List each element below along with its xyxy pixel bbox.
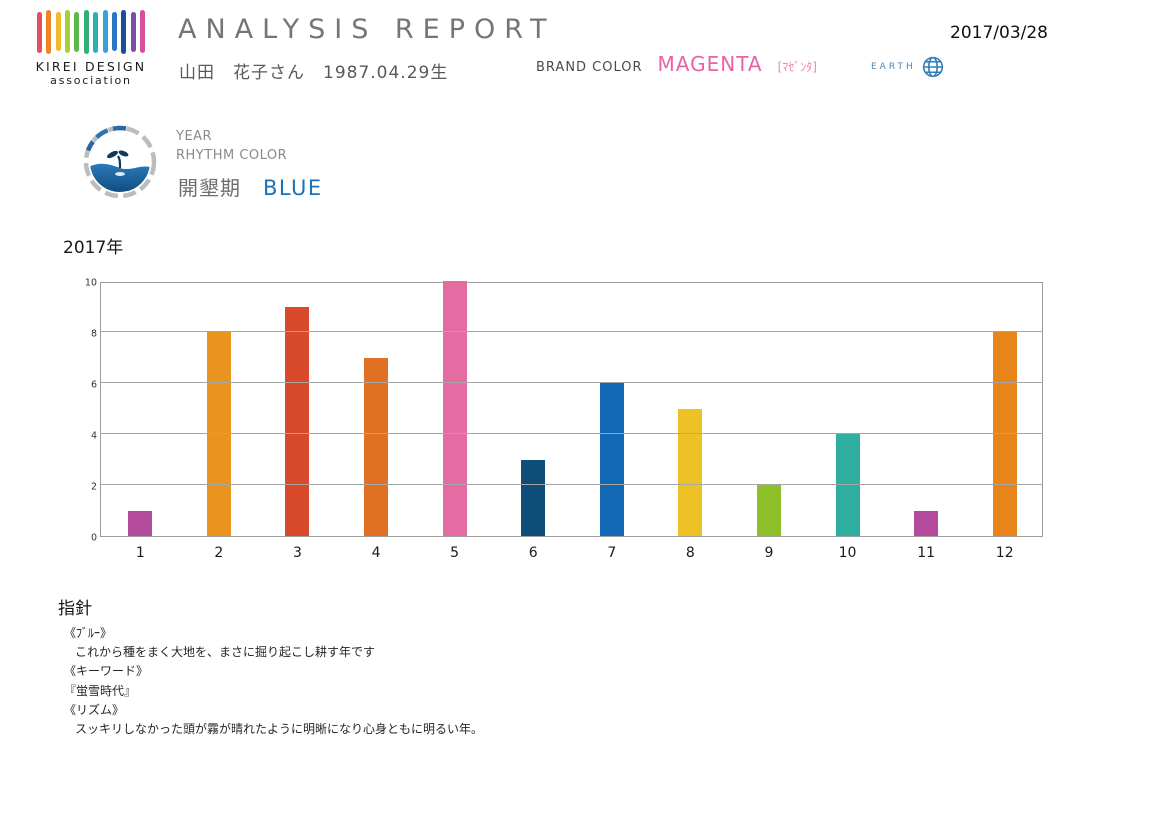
x-axis-tick-label: 5	[450, 545, 460, 561]
bar-month-9	[756, 485, 781, 536]
gridline	[101, 484, 1042, 485]
guideline-line: 《キーワード》	[64, 664, 149, 679]
guideline-heading: 指針	[58, 599, 92, 619]
brand-color-kana: [ﾏｾﾞﾝﾀ]	[777, 60, 817, 74]
logo-stroke-icon	[83, 10, 89, 54]
earth-label: EARTH	[871, 62, 916, 72]
x-axis-tick-label: 12	[995, 545, 1014, 561]
chart-year-label: 2017年	[63, 238, 124, 258]
x-axis-tick-label: 2	[214, 545, 224, 561]
brand-color-row: BRAND COLOR MAGENTA [ﾏｾﾞﾝﾀ]	[536, 52, 817, 76]
logo-stroke-icon	[37, 12, 42, 53]
guideline-line: 『蛍雪時代』	[64, 683, 137, 698]
bar-month-5	[442, 281, 467, 536]
logo-stroke-icon	[55, 12, 61, 51]
logo-stroke-icon	[93, 12, 99, 53]
rhythm-result-row: 開墾期 BLUE	[178, 172, 323, 201]
y-axis-tick-label: 6	[90, 379, 97, 391]
x-axis-tick-label: 4	[371, 545, 381, 561]
logo-stroke-icon	[121, 10, 127, 54]
x-axis-tick-label: 3	[292, 545, 302, 561]
logo-stroke-icon	[74, 12, 80, 52]
gridline	[101, 382, 1042, 383]
bar-month-1	[128, 510, 153, 536]
x-axis-tick-label: 1	[135, 545, 145, 561]
guideline-line: 《ﾌﾞﾙｰ》	[64, 626, 113, 640]
logo-stroke-icon	[102, 10, 108, 53]
guideline-text-block: 《ﾌﾞﾙｰ》これから種をまく大地を、まさに掘り起こし耕す年です《キーワード》 『蛍…	[64, 624, 483, 739]
x-axis-tick-label: 10	[838, 545, 857, 561]
report-title: ANALYSIS REPORT	[178, 14, 556, 45]
y-axis-tick-label: 8	[90, 328, 97, 340]
bar-month-2	[206, 332, 231, 536]
guideline-line: 《リズム》	[64, 702, 125, 717]
logo-stroke-icon	[46, 10, 52, 54]
x-axis-tick-label: 11	[917, 545, 936, 561]
x-axis-tick-label: 7	[607, 545, 617, 561]
x-axis-tick-label: 6	[528, 545, 538, 561]
logo-stroke-icon	[111, 12, 117, 51]
x-axis-tick-label: 8	[685, 545, 695, 561]
brand-color-label: BRAND COLOR	[536, 60, 643, 75]
rhythm-color-name: BLUE	[263, 176, 323, 200]
bar-month-11	[914, 510, 939, 536]
brand-color-value: MAGENTA	[657, 52, 763, 76]
y-axis-tick-label: 0	[90, 532, 97, 544]
y-axis-tick-label: 10	[84, 277, 97, 289]
logo-brush-strokes-icon	[35, 10, 147, 56]
chart-plot: 0 2 4 6 8 10 1 2 3 4 5 6 7 8 9 10 11 12	[85, 278, 1043, 561]
rhythm-period: 開墾期	[178, 176, 241, 200]
logo-subtitle: association	[50, 74, 132, 87]
bar-month-6	[521, 459, 546, 536]
subject-name: 山田 花子さん 1987.04.29生	[179, 63, 449, 83]
guideline-line: スッキリしなかった頭が霧が晴れたように明晰になり心身ともに明るい年。	[75, 722, 484, 737]
bar-month-3	[285, 306, 310, 536]
guideline-line: これから種をまく大地を、まさに掘り起こし耕す年です	[75, 645, 376, 660]
bar-month-4	[364, 357, 389, 536]
rhythm-label-color: RHYTHM COLOR	[176, 148, 288, 163]
gridline	[101, 331, 1042, 332]
gridline	[101, 433, 1042, 434]
logo-stroke-icon	[130, 12, 136, 52]
y-axis-tick-label: 2	[90, 481, 97, 493]
logo-name: KIREI DESIGN	[35, 59, 147, 74]
sprout-icon	[107, 150, 129, 169]
rhythm-label-year: YEAR	[176, 129, 213, 144]
rhythm-label-block: YEAR RHYTHM COLOR	[176, 127, 287, 165]
logo-stroke-icon	[139, 10, 145, 53]
bar-month-12	[992, 332, 1017, 536]
logo-stroke-icon	[65, 10, 71, 53]
y-axis-tick-label: 4	[90, 430, 97, 442]
earth-badge: EARTH	[871, 56, 944, 78]
x-axis-tick-label: 9	[764, 545, 774, 561]
bar-month-7	[599, 383, 624, 536]
year-rhythm-icon	[83, 125, 157, 199]
bar-month-10	[835, 434, 860, 536]
kirei-design-logo: KIREI DESIGN association	[35, 10, 147, 87]
report-date: 2017/03/28	[950, 23, 1048, 43]
bar-month-8	[678, 408, 703, 536]
globe-icon	[922, 56, 943, 78]
